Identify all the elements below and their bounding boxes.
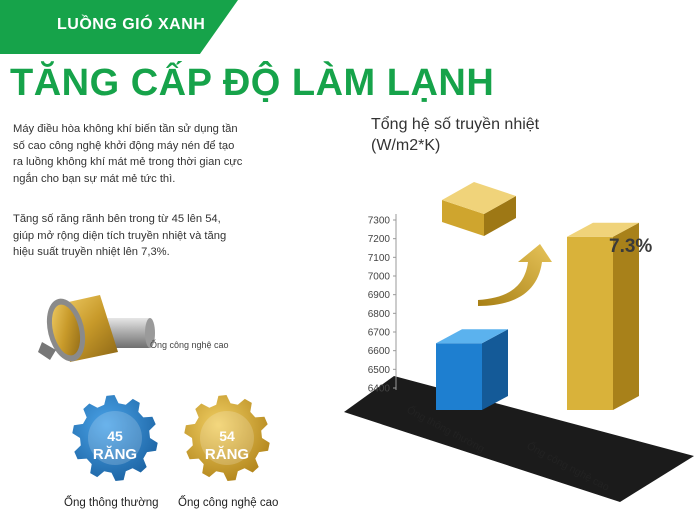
bar-front (567, 236, 613, 410)
chart-floor (344, 376, 694, 502)
y-tick-label: 7300 (368, 216, 391, 227)
percent-annotation: 7.3% (609, 236, 652, 257)
increase-arrow-icon (478, 244, 552, 306)
page-title: TĂNG CẤP ĐỘ LÀM LẠNH (10, 62, 495, 104)
gold-cube-icon (442, 182, 516, 236)
bar-ong-thong-thuong (436, 329, 508, 410)
y-tick-label: 7200 (368, 234, 391, 245)
y-tick-label: 6700 (368, 328, 391, 339)
y-tick-label: 6400 (368, 384, 391, 395)
chart-title: Tổng hệ số truyền nhiệt (W/m2*K) (371, 114, 539, 156)
tube-illustration (38, 295, 155, 362)
gear-hub (200, 411, 254, 465)
gear-1-number: 45 (107, 428, 123, 444)
gear-2-number: 54 (219, 428, 235, 444)
y-tick-label: 6800 (368, 309, 391, 320)
section-ribbon (0, 0, 238, 54)
heat-transfer-chart: 6400 6500 6600 6700 6800 6900 7000 7100 7200 7300… (344, 182, 694, 502)
y-tick-label: 6500 (368, 365, 391, 376)
gear-1-word: RĂNG (93, 446, 137, 463)
ribbon-label: LUỒNG GIÓ XANH (57, 16, 206, 33)
tube-caption: Ống công nghệ cao (150, 340, 229, 350)
gear-teeth (184, 395, 270, 481)
bar-top (436, 329, 508, 344)
gear-2-label: Ống công nghệ cao (178, 497, 279, 509)
chart-title-line-1: Tổng hệ số truyền nhiệt (371, 116, 540, 133)
gear-teeth (72, 395, 158, 481)
chart-title-line-2: (W/m2*K) (371, 137, 441, 154)
gear-2-word: RĂNG (205, 446, 249, 463)
bar-side (613, 222, 639, 410)
bar-front (436, 343, 482, 410)
gear-1-label: Ống thông thường (64, 497, 159, 509)
y-tick-label: 6900 (368, 290, 391, 301)
description-paragraph-1: Máy điều hòa không khí biến tần sử dụng … (13, 123, 243, 185)
gear-hub (88, 411, 142, 465)
gear-blue-icon (72, 395, 158, 481)
y-tick-label: 6600 (368, 346, 391, 357)
description-paragraph-2: Tăng số răng rãnh bên trong từ 45 lên 54… (13, 213, 227, 258)
bar-top (567, 222, 639, 237)
gear-gold-icon (184, 395, 270, 481)
y-tick-label: 7100 (368, 253, 391, 264)
bar-ong-cong-nghe-cao (567, 222, 639, 410)
y-tick-label: 7000 (368, 272, 391, 283)
bar-side (482, 329, 508, 410)
